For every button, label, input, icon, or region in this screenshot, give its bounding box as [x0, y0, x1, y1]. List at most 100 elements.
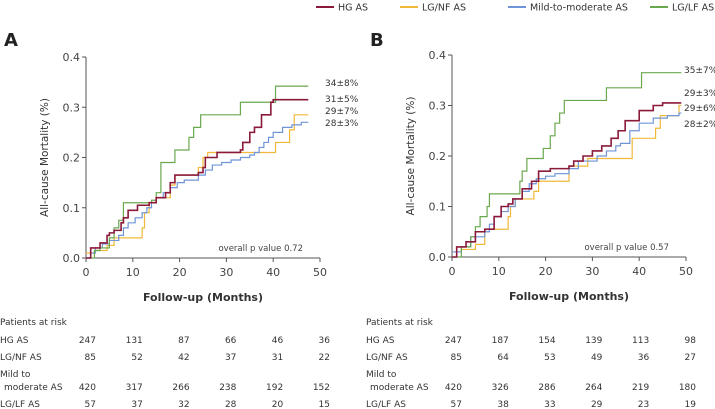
at-risk-value: 52 — [131, 353, 143, 363]
x-tick-label: 30 — [585, 265, 599, 278]
at-risk-value: 98 — [684, 336, 696, 346]
series-line-lg-nf-as — [86, 114, 309, 254]
p-value-annotation: overall p value 0.72 — [218, 244, 303, 254]
at-risk-value: 57 — [84, 400, 96, 409]
legend-label: LG/NF AS — [422, 3, 466, 14]
at-risk-value: 264 — [585, 383, 603, 393]
at-risk-row-label: moderate AS — [370, 383, 429, 393]
x-tick-label: 20 — [173, 266, 187, 279]
at-risk-value: 187 — [491, 336, 509, 346]
y-tick-label: 0.4 — [63, 51, 81, 64]
at-risk-value: 29 — [590, 400, 603, 409]
x-tick-label: 50 — [679, 265, 693, 278]
at-risk-value: 36 — [318, 336, 330, 346]
at-risk-value: 64 — [497, 353, 509, 363]
y-tick-label: 0.2 — [63, 152, 81, 165]
at-risk-value: 238 — [219, 383, 237, 393]
end-label: 34±8% — [325, 79, 359, 89]
at-risk-value: 28 — [224, 400, 237, 409]
at-risk-value: 219 — [632, 383, 650, 393]
at-risk-value: 326 — [491, 383, 509, 393]
end-label: 29±7% — [325, 107, 359, 117]
end-label: 31±5% — [325, 95, 359, 105]
at-risk-value: 37 — [131, 400, 143, 409]
y-tick-label: 0.2 — [429, 150, 447, 163]
at-risk-value: 180 — [678, 383, 696, 393]
at-risk-value: 286 — [538, 383, 556, 393]
y-tick-label: 0.1 — [429, 201, 447, 214]
x-tick-label: 20 — [539, 265, 553, 278]
at-risk-row-label: LG/LF AS — [0, 400, 40, 409]
panel-a: A 0.0 0.1 0.2 0.3 0.4 0 10 20 30 40 50 Follow-up (Mo… — [4, 30, 359, 304]
p-value-annotation: overall p value 0.57 — [584, 243, 669, 253]
at-risk-value: 27 — [684, 353, 696, 363]
at-risk-row-label: HG AS — [0, 336, 29, 346]
at-risk-value: 53 — [544, 353, 556, 363]
series-line-lg-nf-as — [452, 104, 682, 253]
y-axis-label: All-cause Mortality (%) — [405, 97, 417, 216]
panel-b: B 0.0 0.1 0.2 0.3 0.4 0 10 20 30 40 50 Follow-up (Mo… — [370, 30, 715, 303]
x-tick-label: 10 — [126, 266, 140, 279]
at-risk-value: 36 — [637, 353, 650, 363]
y-tick-label: 0.3 — [63, 101, 81, 114]
at-risk-value: 85 — [450, 353, 462, 363]
x-tick-label: 0 — [449, 265, 456, 278]
at-risk-value: 192 — [266, 383, 284, 393]
at-risk-value: 85 — [84, 353, 96, 363]
at-risk-value: 19 — [684, 400, 696, 409]
end-label: 28±2% — [684, 120, 715, 130]
legend-label: HG AS — [338, 3, 368, 14]
at-risk-value: 49 — [590, 353, 603, 363]
at-risk-row-label: HG AS — [366, 336, 395, 346]
end-label: 29±6% — [684, 104, 715, 114]
at-risk-value: 42 — [178, 353, 190, 363]
panel-label: A — [4, 30, 18, 51]
legend-item: HG AS — [316, 3, 368, 14]
at-risk-value: 22 — [318, 353, 330, 363]
panel-label: B — [370, 30, 384, 51]
y-tick-label: 0.3 — [429, 100, 447, 113]
x-tick-label: 40 — [266, 266, 280, 279]
series-line-hg-as — [86, 98, 309, 259]
end-label: 29±3% — [684, 89, 715, 99]
x-axis-label: Follow-up (Months) — [143, 291, 263, 304]
y-tick-label: 0.1 — [63, 202, 81, 215]
at-risk-row-label: LG/NF AS — [366, 353, 408, 363]
at-risk-value: 37 — [224, 353, 237, 363]
x-axis-label: Follow-up (Months) — [509, 290, 629, 303]
at-risk-row-label: Mild to — [0, 370, 31, 380]
y-tick-label: 0.4 — [429, 49, 447, 62]
at-risk-row-label: moderate AS — [4, 383, 63, 393]
at-risk-value: 420 — [78, 383, 96, 393]
at-risk-row-label: LG/LF AS — [366, 400, 406, 409]
at-risk-value: 152 — [312, 383, 330, 393]
at-risk-value: 139 — [585, 336, 603, 346]
series-line-lg-lf-as — [86, 85, 309, 259]
at-risk-value: 20 — [271, 400, 284, 409]
legend-item: Mild-to-moderate AS — [508, 3, 628, 14]
at-risk-value: 15 — [318, 400, 330, 409]
at-risk-title: Patients at risk — [366, 318, 433, 328]
x-tick-label: 40 — [632, 265, 646, 278]
at-risk-value: 113 — [632, 336, 650, 346]
legend-label: Mild-to-moderate AS — [530, 3, 628, 14]
at-risk-value: 23 — [637, 400, 650, 409]
at-risk-value: 66 — [224, 336, 237, 346]
y-tick-label: 0.0 — [63, 252, 81, 265]
end-label: 28±3% — [325, 119, 359, 129]
series-line-mild-to-moderate-as — [452, 112, 682, 253]
at-risk-value: 46 — [271, 336, 284, 346]
x-tick-label: 10 — [492, 265, 506, 278]
y-axis-label: All-cause Mortality (%) — [39, 98, 51, 217]
at-risk-value: 87 — [178, 336, 190, 346]
at-risk-value: 38 — [497, 400, 509, 409]
legend-item: LG/LF AS — [650, 3, 714, 14]
series-line-hg-as — [452, 102, 682, 258]
at-risk-value: 266 — [172, 383, 190, 393]
at-risk-value: 57 — [450, 400, 462, 409]
at-risk-value: 247 — [444, 336, 462, 346]
at-risk-value: 33 — [544, 400, 556, 409]
at-risk-value: 131 — [125, 336, 143, 346]
